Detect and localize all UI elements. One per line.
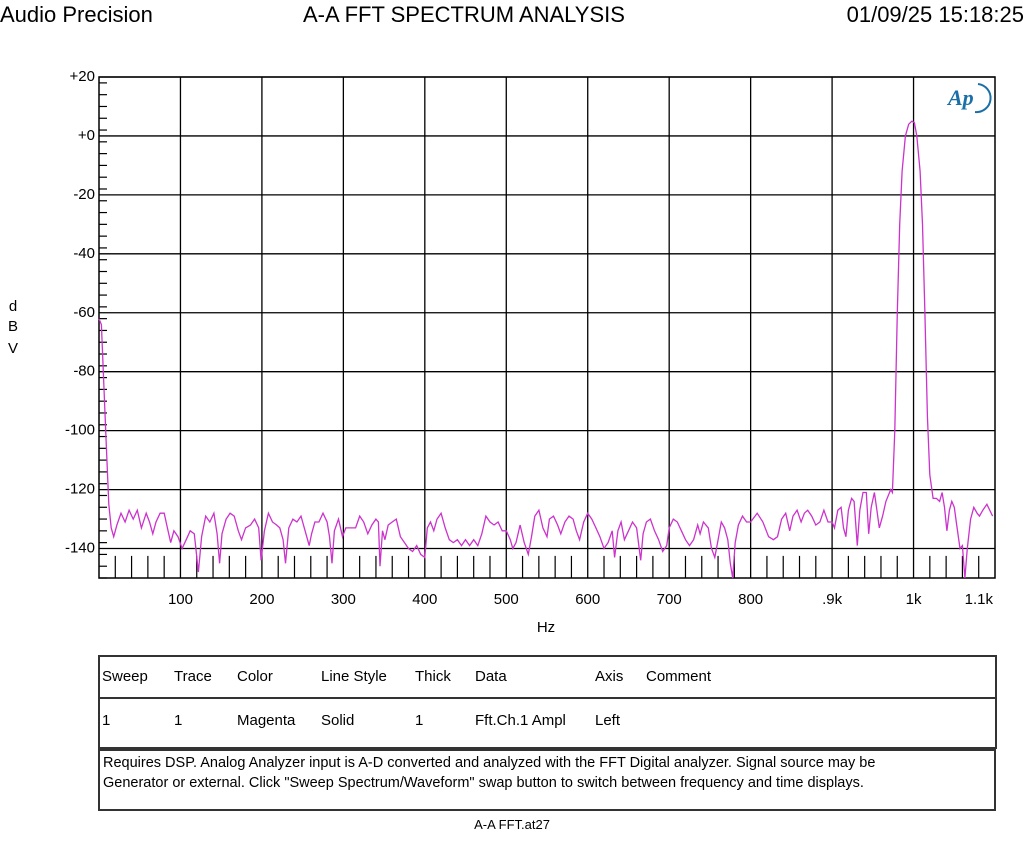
- y-tick-label: -120: [65, 481, 95, 498]
- x-tick-label: 500: [494, 591, 519, 608]
- header-sweep: Sweep: [102, 668, 148, 685]
- cell-axis: Left: [595, 712, 621, 729]
- cell-trace: 1: [174, 712, 183, 729]
- cell-color: Magenta: [237, 712, 296, 729]
- legend-header-row: Sweep Trace Color Line Style Thick Data …: [100, 657, 995, 699]
- header-thick: Thick: [415, 668, 451, 685]
- header-color: Color: [237, 668, 273, 685]
- ap-logo-arc: [974, 83, 992, 114]
- header-data: Data: [475, 668, 507, 685]
- y-tick-label: -100: [65, 422, 95, 439]
- cell-sweep: 1: [102, 712, 111, 729]
- y-axis-label-b: B: [8, 318, 19, 335]
- x-tick-label: 1k: [906, 591, 922, 608]
- footer-filename: A-A FFT.at27: [474, 817, 550, 832]
- header-axis: Axis: [595, 668, 624, 685]
- x-tick-label: 400: [412, 591, 437, 608]
- plot-frame: [98, 76, 996, 579]
- brand-name: Audio Precision: [0, 2, 153, 27]
- y-axis-label-v: V: [8, 340, 19, 357]
- cell-data: Fft.Ch.1 Ampl: [475, 712, 566, 729]
- legend-row: 1 1 Magenta Solid 1 Fft.Ch.1 Ampl Left: [100, 699, 995, 747]
- y-tick-label: -60: [73, 304, 95, 321]
- y-tick-label: -20: [73, 186, 95, 203]
- cell-thick: 1: [415, 712, 424, 729]
- y-axis-label-d: d: [8, 298, 18, 315]
- x-tick-label: 300: [331, 591, 356, 608]
- timestamp: 01/09/25 15:18:25: [846, 2, 1024, 27]
- legend-table: Sweep Trace Color Line Style Thick Data …: [98, 655, 997, 749]
- y-tick-label: -40: [73, 245, 95, 262]
- note-line-1: Requires DSP. Analog Analyzer input is A…: [103, 755, 876, 771]
- spectrum-trace: [98, 120, 994, 579]
- y-tick-label: +20: [70, 68, 95, 85]
- description-note: Requires DSP. Analog Analyzer input is A…: [98, 749, 996, 811]
- x-tick-label: .9k: [822, 591, 843, 608]
- x-axis-label: Hz: [537, 619, 555, 636]
- y-tick-label: +0: [78, 127, 95, 144]
- y-tick-label: -80: [73, 363, 95, 380]
- cell-line-style: Solid: [321, 712, 355, 729]
- x-tick-label: 1.1k: [965, 591, 994, 608]
- x-tick-label: 200: [249, 591, 274, 608]
- header-line-style: Line Style: [321, 668, 387, 685]
- x-tick-label: 800: [738, 591, 763, 608]
- note-line-2: Generator or external. Click "Sweep Spec…: [103, 775, 864, 791]
- header-comment: Comment: [646, 668, 712, 685]
- x-tick-label: 600: [575, 591, 600, 608]
- x-tick-label: 700: [657, 591, 682, 608]
- ap-logo: Ap: [946, 85, 974, 110]
- y-tick-label: -140: [65, 540, 95, 557]
- x-tick-label: 100: [168, 591, 193, 608]
- chart-title: A-A FFT SPECTRUM ANALYSIS: [303, 2, 625, 27]
- header-trace: Trace: [174, 668, 212, 685]
- spectrum-chart: 100 200 300 400 500 600 700 800 .9k 1k 1.1k +20 +0 -2…: [65, 68, 996, 636]
